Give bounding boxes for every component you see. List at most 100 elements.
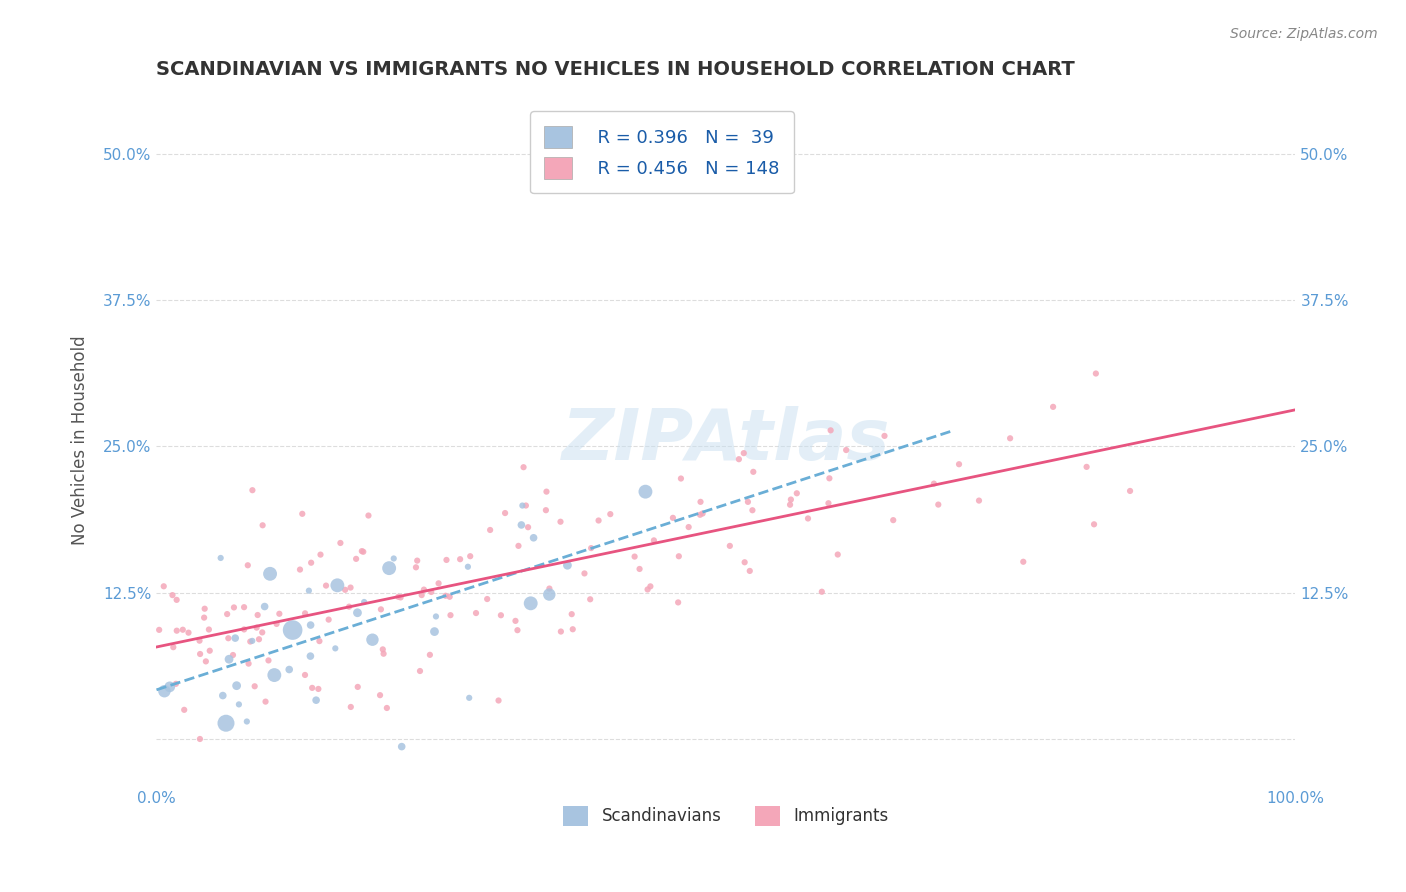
Immigrants: [193, 610, 215, 624]
Scandinavians: [512, 499, 534, 513]
Immigrants: [475, 592, 498, 607]
Immigrants: [948, 457, 970, 471]
Immigrants: [449, 552, 471, 566]
Immigrants: [188, 731, 211, 746]
Scandinavians: [457, 559, 479, 574]
Immigrants: [1119, 483, 1142, 498]
Y-axis label: No Vehicles in Household: No Vehicles in Household: [72, 335, 89, 545]
Immigrants: [536, 484, 558, 499]
Immigrants: [420, 585, 443, 599]
Scandinavians: [211, 689, 233, 703]
Immigrants: [238, 657, 260, 671]
Scandinavians: [259, 566, 281, 581]
Immigrants: [436, 553, 458, 567]
Immigrants: [152, 579, 174, 593]
Scandinavians: [281, 623, 304, 637]
Immigrants: [194, 601, 217, 615]
Immigrants: [628, 562, 651, 576]
Immigrants: [515, 499, 537, 513]
Immigrants: [873, 429, 896, 443]
Scandinavians: [298, 583, 321, 598]
Immigrants: [173, 703, 195, 717]
Immigrants: [291, 507, 314, 521]
Immigrants: [579, 592, 602, 607]
Immigrants: [344, 552, 367, 566]
Scandinavians: [326, 578, 349, 592]
Immigrants: [194, 654, 217, 668]
Immigrants: [640, 579, 662, 593]
Scandinavians: [346, 606, 368, 620]
Immigrants: [927, 498, 949, 512]
Scandinavians: [519, 596, 541, 610]
Immigrants: [534, 503, 557, 517]
Immigrants: [488, 693, 510, 707]
Scandinavians: [382, 551, 405, 566]
Scandinavians: [240, 633, 263, 648]
Immigrants: [550, 624, 572, 639]
Immigrants: [299, 556, 322, 570]
Immigrants: [517, 520, 540, 534]
Immigrants: [623, 549, 645, 564]
Scandinavians: [159, 680, 181, 694]
Immigrants: [741, 503, 763, 517]
Immigrants: [243, 679, 266, 693]
Immigrants: [439, 590, 461, 604]
Immigrants: [579, 541, 602, 555]
Immigrants: [689, 508, 711, 522]
Scandinavians: [209, 551, 232, 566]
Text: SCANDINAVIAN VS IMMIGRANTS NO VEHICLES IN HOUSEHOLD CORRELATION CHART: SCANDINAVIAN VS IMMIGRANTS NO VEHICLES I…: [156, 60, 1076, 78]
Immigrants: [738, 564, 761, 578]
Immigrants: [668, 549, 690, 564]
Immigrants: [406, 553, 429, 567]
Immigrants: [405, 560, 427, 574]
Immigrants: [512, 460, 534, 475]
Immigrants: [188, 647, 211, 661]
Immigrants: [811, 584, 834, 599]
Immigrants: [728, 452, 751, 467]
Immigrants: [820, 423, 842, 437]
Immigrants: [967, 493, 990, 508]
Immigrants: [817, 496, 839, 510]
Immigrants: [309, 548, 332, 562]
Immigrants: [247, 632, 270, 647]
Immigrants: [222, 648, 245, 662]
Immigrants: [818, 471, 841, 485]
Immigrants: [779, 498, 801, 512]
Scandinavians: [278, 663, 301, 677]
Immigrants: [465, 606, 488, 620]
Immigrants: [1084, 367, 1107, 381]
Immigrants: [998, 431, 1021, 445]
Immigrants: [1012, 555, 1035, 569]
Immigrants: [797, 511, 820, 525]
Immigrants: [198, 644, 221, 658]
Scandinavians: [228, 698, 250, 712]
Immigrants: [301, 681, 323, 695]
Immigrants: [257, 653, 280, 667]
Immigrants: [538, 582, 561, 596]
Immigrants: [269, 607, 291, 621]
Immigrants: [561, 607, 583, 622]
Immigrants: [337, 599, 360, 614]
Immigrants: [506, 623, 529, 637]
Immigrants: [352, 545, 374, 559]
Immigrants: [643, 533, 665, 548]
Immigrants: [458, 549, 481, 564]
Immigrants: [217, 632, 239, 646]
Immigrants: [294, 607, 316, 621]
Immigrants: [236, 558, 259, 573]
Immigrants: [786, 486, 808, 500]
Immigrants: [246, 621, 269, 635]
Immigrants: [370, 602, 392, 616]
Immigrants: [148, 623, 170, 637]
Scandinavians: [153, 684, 176, 698]
Scandinavians: [299, 618, 322, 632]
Immigrants: [375, 701, 398, 715]
Immigrants: [329, 536, 352, 550]
Scandinavians: [299, 649, 322, 664]
Immigrants: [373, 647, 395, 661]
Scandinavians: [391, 739, 413, 754]
Immigrants: [233, 623, 256, 637]
Immigrants: [252, 518, 274, 533]
Immigrants: [315, 578, 337, 592]
Immigrants: [489, 608, 512, 623]
